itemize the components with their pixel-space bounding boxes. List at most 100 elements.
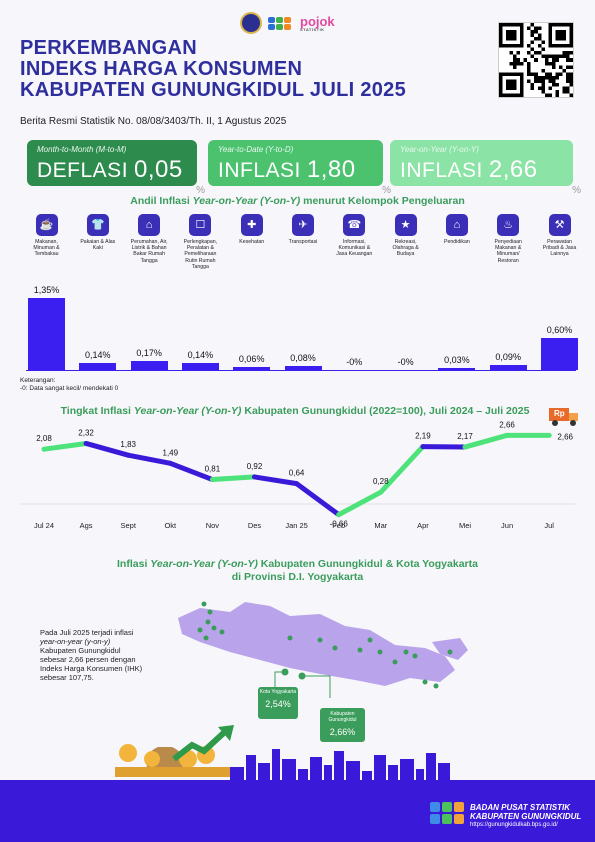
line-point-label: 0,64 [289, 469, 305, 478]
graduation-cap-icon: ⌂ [445, 214, 468, 236]
map-title-em: Year-on-Year (Y-on-Y) [150, 558, 258, 570]
line-chart-title: Tingkat Inflasi Year-on-Year (Y-on-Y) Ka… [40, 405, 550, 417]
pojok-statistik-logo: pojok STATISTIK [300, 15, 335, 32]
category-label: Rekreasi, Olahraga & Budaya [392, 239, 419, 258]
line-segment [378, 444, 426, 495]
andil-bar-label: -0% [346, 357, 363, 367]
line-point-label: 2,08 [36, 434, 52, 443]
andil-bar [181, 362, 219, 370]
line-point-label: 1,49 [163, 448, 179, 457]
category-label: Pakaian & Alas Kaki [80, 239, 116, 252]
line-x-tick: Jul 24 [34, 521, 54, 530]
line-segment [41, 440, 89, 452]
category-7: ☎ Informasi, Komunikasi & Jasa Keuangan [334, 214, 374, 258]
category-1: ☕ Makanan, Minuman & Tembakau [27, 214, 67, 258]
line-point-label: 0,28 [373, 477, 389, 486]
tools-icon: ⚒ [548, 214, 571, 236]
qr-code-icon[interactable] [498, 22, 574, 98]
andil-bar-label: 0,17% [136, 347, 162, 358]
map-title-line2: di Provinsi D.I. Yogyakarta [231, 571, 364, 583]
stat-card-value: INFLASI 1,80 [218, 156, 373, 184]
andil-title-em: Year-on-Year (Y-on-Y) [192, 195, 301, 207]
coins-illustration-icon [115, 725, 235, 777]
category-4: ☐ Perlengkapan, Peralatan & Pemeliharaan … [180, 214, 220, 270]
line-x-tick: Mei [459, 521, 471, 530]
line-segment [252, 474, 300, 487]
line-x-tick: Nov [206, 521, 220, 530]
category-6: ✈ Transportasi [283, 214, 323, 245]
map-title-post: Kabupaten Gunungkidul & Kota Yogyakarta [257, 558, 478, 570]
line-title-em: Year-on-Year (Y-on-Y) [133, 405, 242, 417]
house-icon: ⌂ [138, 214, 161, 236]
line-segment [83, 440, 131, 458]
andil-bar-label: 0,60% [546, 325, 573, 335]
line-title-post: Kabupaten Gunungkidul (2022=100), Juli 2… [241, 405, 530, 417]
andil-note: Keterangan: -0: Data sangat kecil/ mende… [20, 377, 118, 393]
category-2: 👕 Pakaian & Alas Kaki [78, 214, 118, 251]
line-point-label: 2,19 [415, 432, 431, 441]
org-line-2: KABUPATEN GUNUNGKIDUL [470, 812, 582, 821]
line-x-tick: Sept [120, 521, 136, 530]
line-x-tick: Jun [501, 521, 513, 530]
category-11: ⚒ Perawatan Pribadi & Jasa Lainnya [540, 214, 580, 258]
org-line-1: BADAN PUSAT STATISTIK [470, 803, 570, 812]
shirt-icon: 👕 [86, 214, 109, 236]
release-number: Berita Resmi Statistik No. 08/08/3403/Th… [20, 116, 287, 127]
line-point-label: -0,66 [330, 520, 349, 529]
map-text-2: Kabupaten Gunungkidul sebesar 2,66 perse… [40, 646, 143, 682]
andil-bar [284, 365, 322, 370]
map-description: Pada Juli 2025 terjadi inflasi year-on-y… [40, 628, 148, 682]
line-x-tick: Okt [164, 521, 177, 530]
category-label: Makanan, Minuman & Tembakau [33, 239, 60, 258]
line-segment [125, 452, 173, 466]
stat-card-1: Month-to-Month (M-to-M) DEFLASI 0,05% [27, 140, 205, 196]
category-8: ★ Rekreasi, Olahraga & Budaya [386, 214, 426, 258]
title-line-1: PERKEMBANGAN [20, 37, 197, 59]
stat-card-kind: INFLASI [400, 159, 483, 182]
andil-bar [541, 338, 578, 370]
bps-logo-icon [268, 12, 294, 34]
header-logos: pojok STATISTIK [240, 8, 370, 38]
footer-bar [0, 780, 595, 842]
title-line-2: INDEKS HARGA KONSUMEN [20, 58, 303, 80]
line-point-label: 0,81 [205, 465, 221, 474]
note-line-1: Keterangan: [20, 377, 56, 384]
footer-url[interactable]: https://gunungkidulkab.bps.go.id/ [470, 822, 558, 828]
line-title-pre: Tingkat Inflasi [60, 405, 134, 417]
andil-bar-label: 0,14% [85, 349, 111, 360]
line-segment [209, 474, 257, 483]
andil-title-post: menurut Kelompok Pengeluaran [300, 195, 465, 207]
stat-card-label: Year-on-Year (Y-on-Y) [400, 145, 479, 154]
line-x-tick: Des [248, 521, 262, 530]
footer-org-name: BADAN PUSAT STATISTIK KABUPATEN GUNUNGKI… [470, 803, 581, 821]
title-line-3: KABUPATEN GUNUNGKIDUL JULI 2025 [20, 79, 407, 101]
andil-bar [130, 360, 168, 370]
andil-bar [438, 368, 476, 370]
line-point-label: 2,32 [78, 428, 94, 437]
line-x-tick: Mar [374, 521, 387, 530]
andil-bar [489, 365, 527, 370]
andil-bar [28, 298, 65, 370]
line-x-tick: Jul [544, 521, 554, 530]
pojok-text: pojok [300, 13, 335, 29]
city-skyline-icon [230, 749, 450, 785]
category-3: ⌂ Perumahan, Air, Listrik & Bahan Bakar R… [129, 214, 169, 264]
sofa-icon: ☐ [189, 214, 212, 236]
stat-card-3: Year-on-Year (Y-on-Y) INFLASI 2,66% [390, 140, 581, 196]
map-title-pre: Inflasi [117, 558, 151, 570]
stat-card-number: 1,80 [306, 156, 356, 183]
category-label: Informasi, Komunikasi & Jasa Keuangan [336, 239, 373, 258]
kab-value: 2,66% [329, 727, 356, 737]
kota-yogyakarta-callout: Kota Yogyakarta 2,54% [258, 687, 298, 719]
stat-card-value: DEFLASI 0,05 [37, 156, 187, 184]
category-label: Perumahan, Air, Listrik & Bahan Bakar Ru… [130, 239, 168, 264]
category-label: Kesehatan [239, 239, 265, 245]
line-x-tick: Apr [417, 521, 429, 530]
kota-value: 2,54% [265, 699, 291, 709]
stat-card-kind: DEFLASI [37, 159, 129, 182]
stat-card-number: 0,05 [134, 156, 183, 183]
andil-bar-label: -0% [397, 357, 414, 367]
line-point-label: 1,83 [120, 440, 136, 449]
line-point-label: 2,66 [557, 432, 573, 441]
page-title: PERKEMBANGAN INDEKS HARGA KONSUMEN KABUP… [20, 38, 440, 101]
